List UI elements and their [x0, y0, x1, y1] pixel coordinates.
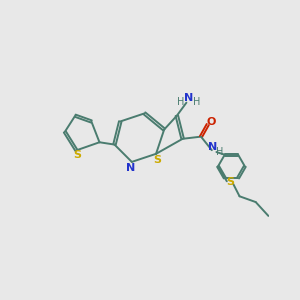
Text: O: O	[207, 117, 216, 127]
Text: H: H	[193, 97, 200, 106]
Text: S: S	[153, 154, 161, 165]
Text: N: N	[208, 142, 218, 152]
Text: H: H	[216, 148, 224, 158]
Text: H: H	[177, 97, 184, 106]
Text: S: S	[227, 177, 235, 187]
Text: S: S	[74, 150, 82, 161]
Text: N: N	[184, 93, 193, 103]
Text: N: N	[126, 163, 135, 173]
